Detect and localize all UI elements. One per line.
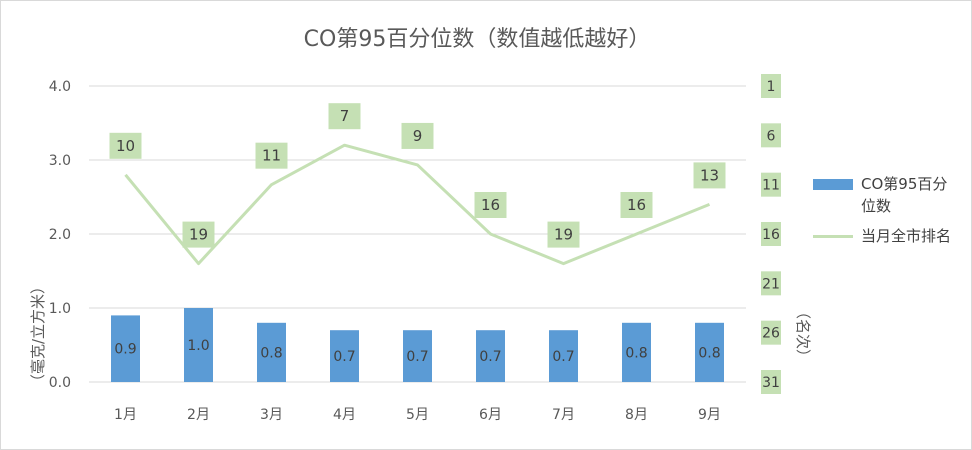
line-label-box xyxy=(547,221,580,248)
y2-tick-box xyxy=(761,222,781,246)
x-tick-label: 5月 xyxy=(406,407,429,423)
line-label-box xyxy=(328,103,361,130)
line-label-box xyxy=(109,132,142,159)
chart-title: CO第95百分位数（数值越低越好） xyxy=(304,27,651,52)
bar xyxy=(184,308,213,382)
line-data-label: 7 xyxy=(340,107,350,125)
bar-data-label: 0.7 xyxy=(552,349,574,365)
bar xyxy=(549,330,578,382)
bar xyxy=(695,322,724,382)
bar xyxy=(111,315,140,382)
x-tick-label: 2月 xyxy=(187,407,210,423)
legend-swatch-line xyxy=(813,235,853,238)
bar-data-label: 0.7 xyxy=(333,349,355,365)
bar-data-label: 0.8 xyxy=(260,345,282,361)
line-label-box xyxy=(255,142,288,169)
x-tick-label: 3月 xyxy=(260,407,283,423)
x-tick-label: 7月 xyxy=(552,407,575,423)
legend-label-line: 当月全市排名 xyxy=(861,227,952,245)
y-tick-label: 1.0 xyxy=(49,301,71,317)
y2-tick-box xyxy=(761,172,781,197)
bar xyxy=(476,330,505,382)
bar-data-label: 1.0 xyxy=(187,338,209,354)
y-tick-label: 3.0 xyxy=(49,153,71,169)
line-label-box xyxy=(182,221,215,248)
legend-item-bar: CO第95百分位数 xyxy=(813,173,963,217)
y2-tick-box xyxy=(761,320,781,345)
line-data-label: 13 xyxy=(700,166,719,184)
legend-swatch-bar xyxy=(813,179,853,190)
y-tick-label: 2.0 xyxy=(49,227,71,243)
legend: CO第95百分位数 当月全市排名 xyxy=(813,173,963,255)
line-data-label: 16 xyxy=(481,196,500,214)
y2-tick-label: 16 xyxy=(762,227,780,243)
x-tick-label: 6月 xyxy=(479,407,502,423)
x-tick-label: 9月 xyxy=(698,407,721,423)
y2-tick-box xyxy=(761,271,781,296)
y2-tick-label: 26 xyxy=(762,326,780,342)
bar-data-label: 0.7 xyxy=(406,349,428,365)
line-data-label: 19 xyxy=(189,226,208,244)
legend-label-bar: CO第95百分位数 xyxy=(861,175,948,215)
y2-tick-box xyxy=(761,123,781,148)
line-label-box xyxy=(693,162,726,189)
y-tick-label: 4.0 xyxy=(49,79,71,95)
x-tick-label: 4月 xyxy=(333,407,356,423)
y2-tick-label: 31 xyxy=(762,375,780,391)
line-data-label: 19 xyxy=(554,226,573,244)
bar xyxy=(257,322,286,382)
bar xyxy=(403,330,432,382)
bar-data-label: 0.8 xyxy=(698,345,720,361)
rank-line xyxy=(124,143,711,266)
bar xyxy=(622,322,651,382)
legend-item-line: 当月全市排名 xyxy=(813,225,963,247)
line-label-box xyxy=(401,122,434,149)
y-axis-title: （毫克/立方米） xyxy=(29,279,47,389)
line-data-label: 9 xyxy=(413,127,423,145)
x-tick-label: 8月 xyxy=(625,407,648,423)
line-label-box xyxy=(474,192,507,218)
y-tick-label: 0.0 xyxy=(49,375,71,391)
line-label-box xyxy=(620,192,653,218)
x-tick-label: 1月 xyxy=(114,407,137,423)
line-data-label: 16 xyxy=(627,196,646,214)
y2-axis-title: （名次） xyxy=(794,304,812,364)
line-data-label: 10 xyxy=(116,137,135,155)
y2-tick-label: 1 xyxy=(767,79,776,95)
bar-data-label: 0.9 xyxy=(114,342,136,358)
bar-data-label: 0.8 xyxy=(625,345,647,361)
y2-tick-label: 21 xyxy=(762,276,780,292)
y2-tick-box xyxy=(761,74,781,98)
y2-tick-label: 11 xyxy=(762,178,780,194)
y2-tick-box xyxy=(761,370,781,394)
line-data-label: 11 xyxy=(262,147,281,165)
y2-tick-label: 6 xyxy=(767,128,776,144)
bar xyxy=(330,330,359,382)
bar-data-label: 0.7 xyxy=(479,349,501,365)
